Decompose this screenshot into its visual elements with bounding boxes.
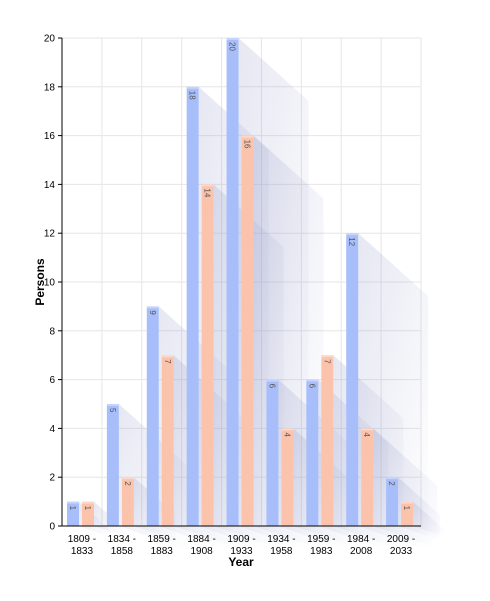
x-tick-label: 2033 [390, 546, 413, 557]
x-tick-label: 1859 - [148, 534, 176, 545]
bar-value-label: 5 [108, 408, 117, 413]
y-tick-label: 18 [44, 82, 56, 93]
bar-highlight [401, 501, 414, 504]
bar-2-6 [281, 428, 294, 526]
bar-value-label: 7 [322, 359, 331, 364]
y-tick-label: 4 [49, 424, 55, 435]
bar-value-label: 16 [243, 140, 252, 149]
bar-highlight [67, 501, 79, 504]
bar-2-1 [82, 501, 94, 526]
bar-highlight [386, 477, 399, 480]
x-tick-label: 1884 - [187, 534, 215, 545]
bar-value-label: 14 [203, 188, 212, 197]
x-axis-title: Year [228, 555, 254, 569]
x-tick-label: 1933 [230, 546, 253, 557]
bar-value-label: 12 [347, 237, 356, 246]
bar-2-5 [241, 135, 254, 526]
bar-2-9 [401, 501, 414, 526]
bar-value-label: 20 [228, 42, 237, 51]
bar-value-label: 2 [387, 481, 396, 486]
bar-highlight [226, 38, 239, 40]
bar-value-label: 9 [148, 310, 157, 315]
y-tick-label: 16 [44, 131, 56, 142]
x-tick-label: 1858 [111, 546, 134, 557]
y-tick-label: 20 [44, 34, 56, 45]
bar-highlight [321, 355, 334, 358]
x-tick-label: 1833 [71, 546, 94, 557]
x-tick-label: 1959 - [307, 534, 335, 545]
bar-value-label: 1 [402, 506, 411, 511]
bar-highlight [346, 233, 359, 236]
x-tick-label: 1984 - [347, 534, 375, 545]
bar-shadows [79, 38, 445, 551]
bar-2-2 [121, 477, 134, 526]
bar-value-label: 6 [267, 384, 276, 389]
bar-2-8 [361, 428, 374, 526]
x-tick-label: 1983 [310, 546, 333, 557]
x-tick-label: 1809 - [68, 534, 96, 545]
bar-value-label: 1 [68, 506, 77, 511]
bar-value-label: 2 [123, 481, 132, 486]
bar-highlight [241, 135, 254, 138]
bar-highlight [82, 501, 94, 504]
bar-1-6 [266, 379, 279, 526]
y-tick-label: 8 [49, 326, 55, 337]
bar-highlight [281, 428, 294, 431]
bar-2-3 [161, 355, 174, 526]
bar-1-8 [346, 233, 359, 526]
bar-highlight [161, 355, 174, 358]
y-tick-label: 0 [49, 522, 55, 533]
y-tick-label: 2 [49, 473, 55, 484]
bar-value-label: 7 [163, 359, 172, 364]
y-axis-title: Persons [33, 258, 47, 306]
y-tick-label: 14 [44, 180, 56, 191]
bar-highlight [266, 379, 279, 382]
x-tick-label: 1958 [270, 546, 293, 557]
bar-highlight [201, 184, 214, 187]
x-tick-label: 1908 [190, 546, 213, 557]
bar-1-3 [146, 306, 159, 526]
bar-value-label: 6 [307, 384, 316, 389]
bar-shadow [413, 501, 445, 537]
bar-highlight [106, 404, 119, 406]
bar-value-label: 1 [83, 506, 92, 511]
bar-1-2 [106, 404, 119, 526]
bar-highlight [361, 428, 374, 431]
bar-1-4 [186, 86, 199, 527]
y-tick-label: 6 [49, 375, 55, 386]
bar-highlight [306, 379, 319, 382]
x-tick-label: 2008 [350, 546, 373, 557]
bar-1-9 [386, 477, 399, 526]
bar-1-7 [306, 379, 319, 526]
bar-value-label: 4 [282, 432, 291, 437]
x-tick-label: 1883 [151, 546, 174, 557]
x-tick-label: 2009 - [387, 534, 415, 545]
bar-2-7 [321, 355, 334, 526]
bar-2-4 [201, 184, 214, 526]
x-tick-label: 1909 - [227, 534, 255, 545]
bar-highlight [146, 306, 159, 309]
x-tick-label: 1934 - [267, 534, 295, 545]
bar-value-label: 18 [188, 91, 197, 100]
bars: 1 1 5 2 9 7 18 14 20 16 6 4 6 7 12 4 2 1 [67, 38, 414, 527]
x-tick-label: 1834 - [108, 534, 136, 545]
y-tick-label: 12 [44, 229, 56, 240]
bar-value-label: 4 [362, 432, 371, 437]
bar-1-1 [67, 501, 79, 526]
bar-highlight [121, 477, 134, 480]
y-tick-label: 10 [44, 278, 56, 289]
bar-1-5 [226, 38, 239, 526]
bar-highlight [186, 86, 199, 89]
